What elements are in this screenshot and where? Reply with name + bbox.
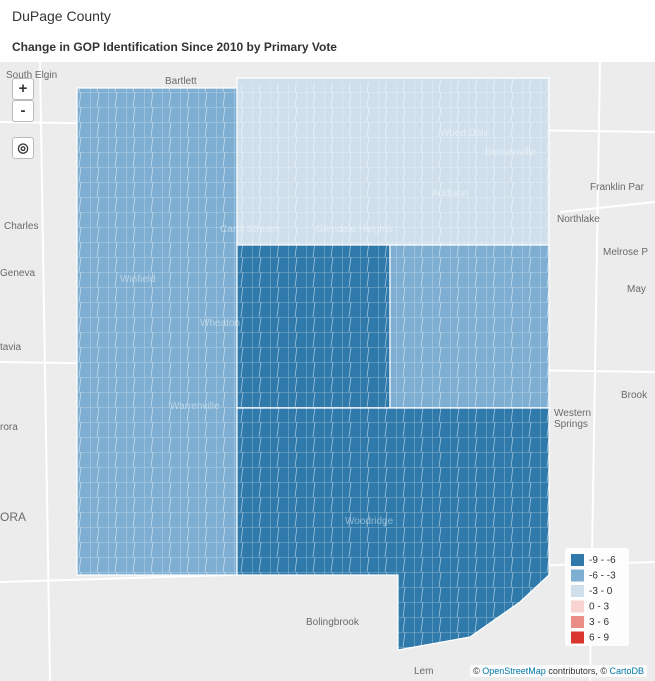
place-label: tavia <box>0 342 22 353</box>
zoom-out-button[interactable]: - <box>12 100 34 122</box>
attribution-prefix: © <box>473 666 480 676</box>
legend-label: -6 - -3 <box>589 571 616 582</box>
townships <box>76 77 550 651</box>
place-label: Geneva <box>0 268 35 279</box>
place-label: Warrenville <box>170 401 220 412</box>
legend-label: 0 - 3 <box>589 602 609 613</box>
place-label: Wheaton <box>200 318 240 329</box>
zoom-in-button[interactable]: + <box>12 78 34 100</box>
legend-swatch <box>571 569 584 582</box>
region <box>236 244 391 409</box>
place-label: May <box>627 284 646 295</box>
legend-label: 6 - 9 <box>589 633 609 644</box>
place-label: Melrose P <box>603 247 648 258</box>
place-label: Addison <box>432 188 468 199</box>
place-label: South Elgin <box>6 70 57 81</box>
place-label: Bartlett <box>165 76 197 87</box>
attribution: © OpenStreetMap contributors, © CartoDB <box>470 665 647 677</box>
place-label: Woodridge <box>345 516 394 527</box>
attribution-link[interactable]: CartoDB <box>609 666 644 676</box>
legend-swatch <box>571 631 584 644</box>
region <box>236 77 550 246</box>
legend-swatch <box>571 585 584 597</box>
place-label: Winfield <box>120 274 156 285</box>
attribution-text: contributors, © <box>548 666 607 676</box>
place-label: Springs <box>554 419 588 430</box>
region <box>389 244 550 409</box>
place-label: Franklin Par <box>590 182 645 193</box>
place-label: rora <box>0 422 18 433</box>
place-label: Northlake <box>557 214 600 225</box>
legend-swatch <box>571 616 584 628</box>
place-label: Lem <box>414 666 433 677</box>
place-label: Western <box>554 408 591 419</box>
place-label: ORA <box>0 510 26 524</box>
place-label: Wood Dale <box>440 128 490 139</box>
attribution-link[interactable]: OpenStreetMap <box>482 666 546 676</box>
place-label: Glendale Heights <box>316 224 393 235</box>
legend-label: -9 - -6 <box>589 555 616 566</box>
place-label: Brook <box>621 390 648 401</box>
place-label: Bolingbrook <box>306 617 360 628</box>
legend-label: 3 - 6 <box>589 617 609 628</box>
region <box>76 87 238 576</box>
map-subtitle: Change in GOP Identification Since 2010 … <box>12 40 337 54</box>
map-title: DuPage County <box>12 8 111 24</box>
place-label: Charles <box>4 221 38 232</box>
place-label: Bensenville <box>485 147 537 158</box>
legend-label: -3 - 0 <box>589 586 613 597</box>
legend: -9 - -6 -6 - -3 -3 - 0 0 - 3 3 - 6 6 - 9 <box>565 548 629 646</box>
legend-swatch <box>571 600 584 613</box>
legend-swatch <box>571 554 584 566</box>
place-label: Carol Stream <box>220 224 279 235</box>
locate-button[interactable]: ◎ <box>12 137 34 159</box>
map: South Elgin Bartlett Wood Dale Bensenvil… <box>0 62 655 681</box>
